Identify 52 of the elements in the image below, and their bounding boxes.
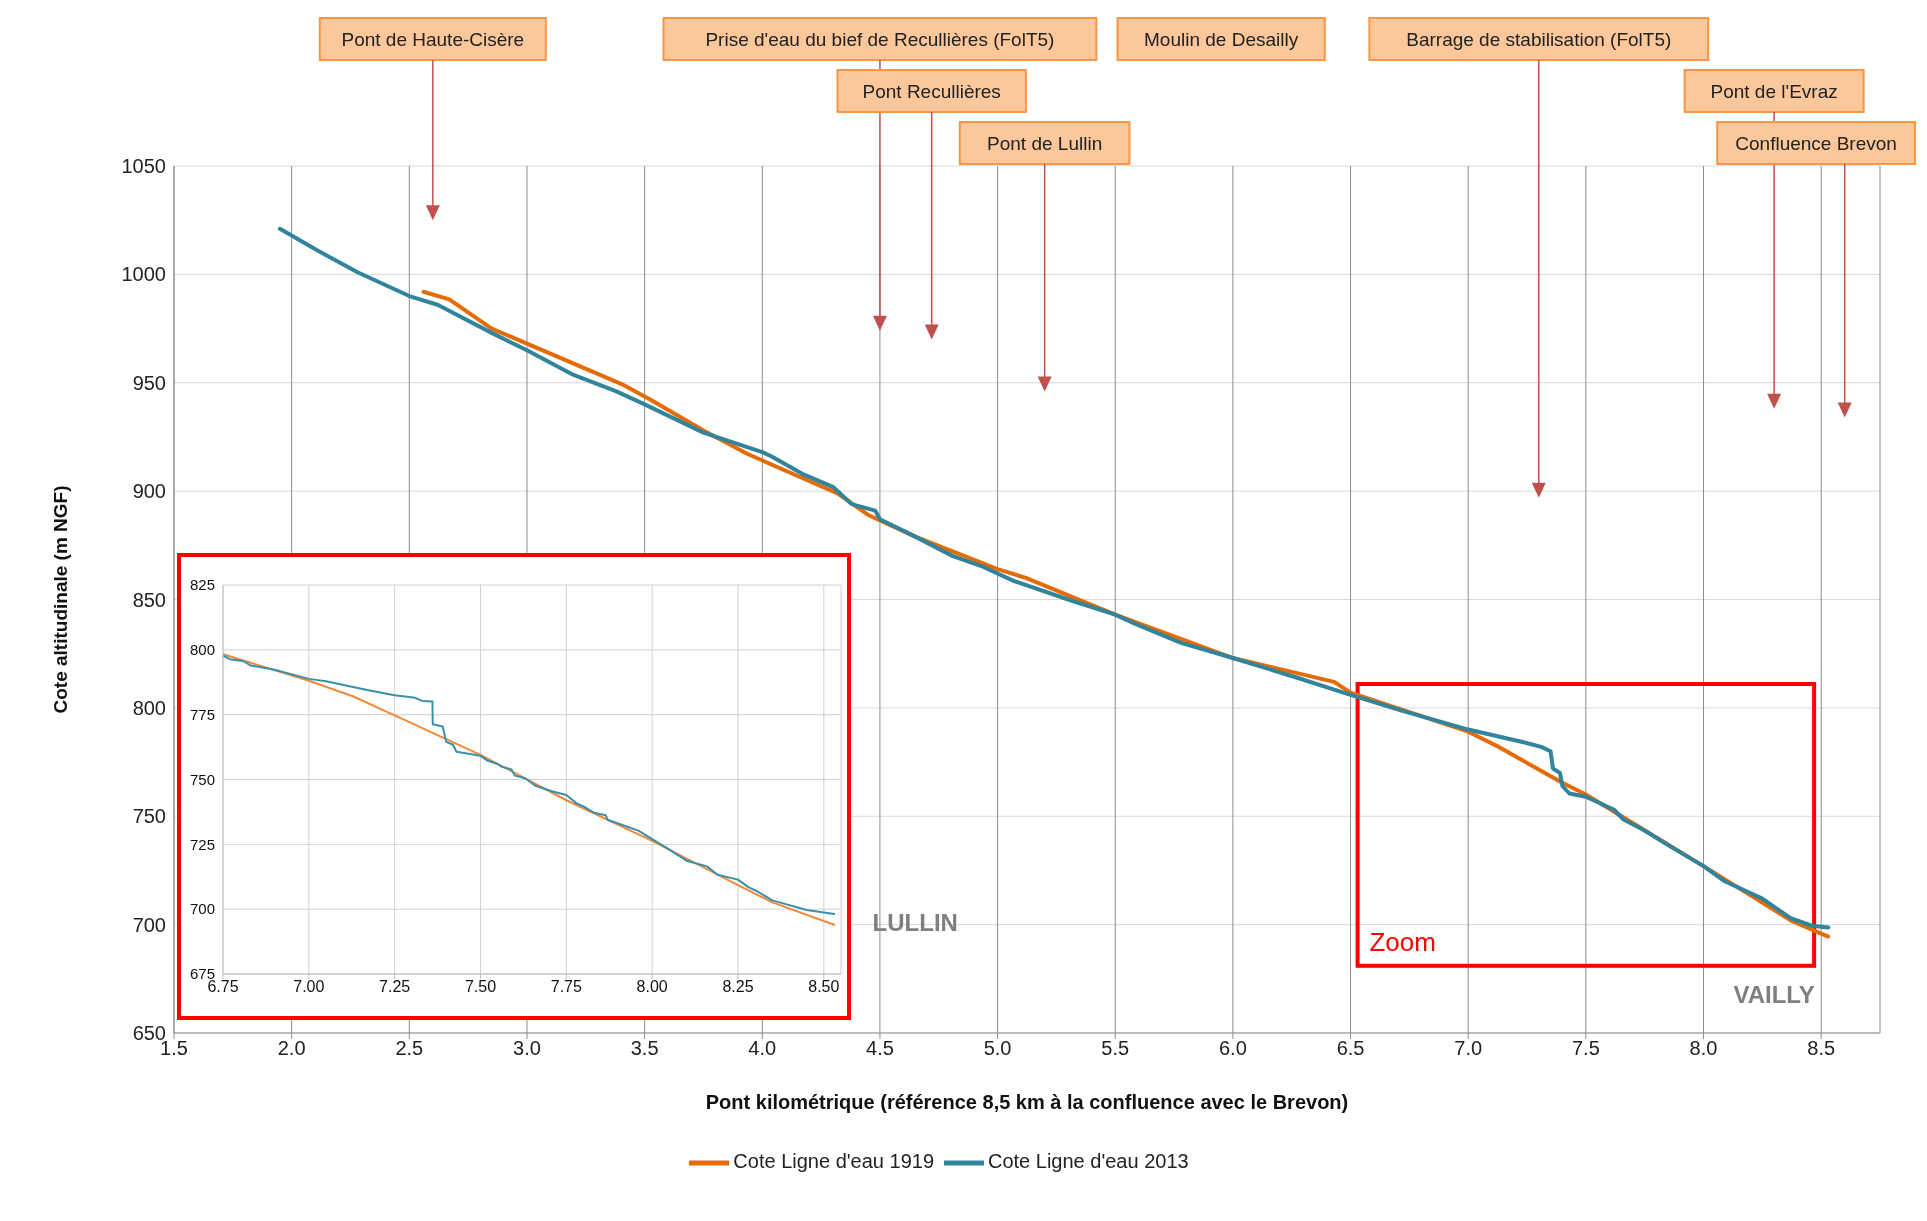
x-tick-label: 5.0: [983, 1037, 1012, 1060]
y-axis-title: Cote altitudinale (m NGF): [49, 485, 71, 714]
annotation: LULLIN: [872, 909, 958, 937]
y-tick-label: 700: [189, 900, 215, 918]
y-tick-label: 800: [189, 641, 215, 659]
text: Prise d'eau du bief de Recullières (FolT5): [705, 29, 1055, 50]
x-tick-label: 8.00: [636, 978, 668, 996]
x-tick-label: 4.0: [748, 1037, 777, 1060]
x-tick-label: 7.75: [550, 978, 583, 996]
y-tick-label: 950: [132, 371, 166, 394]
text: Barrage de stabilisation (FolT5): [1406, 29, 1672, 50]
y-tick-label: 1050: [121, 155, 166, 178]
x-tick-label: 5.5: [1101, 1037, 1130, 1060]
x-tick-label: 2.5: [395, 1037, 424, 1060]
x-tick-label: 6.5: [1336, 1037, 1365, 1060]
x-tick-label: 7.0: [1454, 1037, 1483, 1060]
y-tick-label: 825: [189, 576, 215, 594]
x-axis-title: Pont kilométrique (référence 8,5 km à la confluence avec le Brevon): [705, 1091, 1349, 1114]
x-tick-label: 8.25: [722, 978, 754, 996]
x-tick-label: 3.5: [630, 1037, 659, 1060]
x-tick-label: 4.5: [866, 1037, 894, 1060]
line-series: [277, 226, 1831, 930]
x-tick-label: 3.0: [513, 1037, 541, 1060]
text: Pont de Lullin: [987, 133, 1103, 154]
y-tick-label: 800: [132, 696, 166, 719]
x-tick-label: 7.00: [293, 978, 325, 996]
y-tick-label: 725: [189, 835, 215, 853]
y-tick-label: 750: [132, 805, 166, 828]
text: Pont de Haute-Cisère: [341, 29, 525, 50]
x-tick-label: 2.0: [277, 1037, 306, 1060]
y-tick-label: 750: [189, 770, 215, 788]
legend-label: Cote Ligne d'eau 2013: [988, 1150, 1189, 1173]
y-tick-label: 1000: [121, 263, 166, 286]
legend-label: Cote Ligne d'eau 1919: [733, 1150, 934, 1173]
y-tick-label: 900: [132, 480, 166, 503]
x-tick-label: 6.75: [207, 978, 239, 996]
x-tick-label: 8.0: [1689, 1037, 1718, 1060]
y-tick-label: 775: [189, 705, 215, 723]
text: Pont Recullières: [862, 81, 1001, 102]
text: Confluence Brevon: [1735, 133, 1897, 154]
text: Pont de l'Evraz: [1710, 81, 1838, 102]
annotation: VAILLY: [1733, 980, 1815, 1008]
x-tick-label: 8.5: [1807, 1037, 1836, 1060]
x-tick-label: 8.50: [808, 978, 840, 996]
annotation: Zoom: [1369, 926, 1436, 957]
y-tick-label: 850: [132, 588, 166, 611]
x-tick-label: 7.25: [379, 978, 411, 996]
y-tick-label: 700: [132, 913, 166, 936]
x-tick-label: 7.5: [1571, 1037, 1600, 1060]
x-tick-label: 7.50: [464, 978, 497, 996]
text: Moulin de Desailly: [1144, 29, 1299, 50]
x-tick-label: 6.0: [1218, 1037, 1247, 1060]
